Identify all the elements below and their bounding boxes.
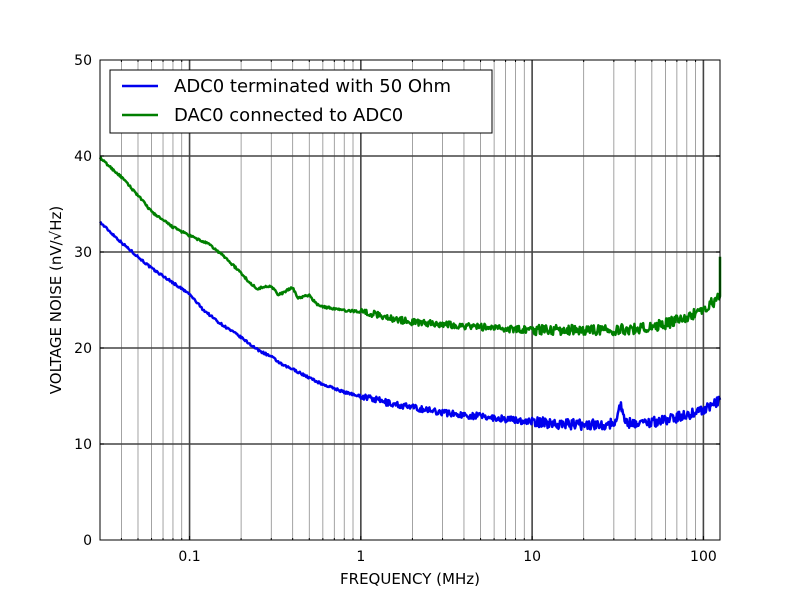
x-tick-label: 100	[690, 549, 717, 565]
grid-minor	[99, 60, 696, 540]
y-tick-label: 10	[74, 437, 92, 453]
y-axis-label: VOLTAGE NOISE (nV/√Hz)	[47, 206, 65, 394]
y-tick-label: 40	[74, 149, 92, 165]
tick-labels: 0.1 1 10 100 0 10 20 30 40 50	[74, 53, 717, 565]
y-tick-label: 0	[83, 533, 92, 549]
y-tick-label: 30	[74, 245, 92, 261]
plot-area	[100, 60, 720, 540]
x-tick-label: 0.1	[178, 549, 200, 565]
series-layer	[98, 156, 722, 431]
series-line-1	[98, 156, 722, 337]
plot-frame	[99, 59, 721, 541]
y-tick-label: 50	[74, 53, 92, 69]
x-tick-label: 10	[523, 549, 541, 565]
ticks-layer	[99, 59, 720, 541]
y-tick-label: 20	[74, 341, 92, 357]
x-axis-label: FREQUENCY (MHz)	[340, 570, 480, 588]
x-tick-label: 1	[356, 549, 365, 565]
series-line-0	[99, 221, 722, 431]
grid-major	[100, 60, 720, 540]
legend-box	[109, 69, 493, 134]
legend: ADC0 terminated with 50 Ohm DAC0 connect…	[109, 69, 493, 134]
legend-label-dac0: DAC0 connected to ADC0	[174, 105, 403, 126]
legend-label-adc0: ADC0 terminated with 50 Ohm	[174, 76, 451, 97]
